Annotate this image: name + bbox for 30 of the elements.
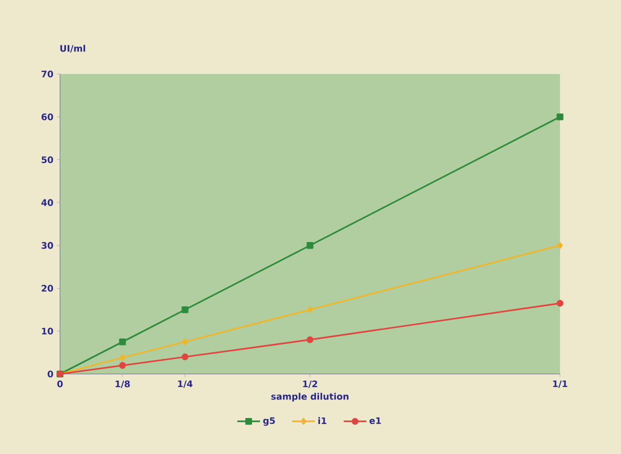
point — [182, 338, 188, 346]
y-tick-label: 0 — [48, 370, 54, 378]
y-tick-label: 70 — [42, 70, 54, 78]
point — [556, 300, 564, 307]
point — [120, 354, 126, 362]
y-tick-label: 20 — [42, 284, 54, 292]
x-tick-label: 1/8 — [116, 380, 130, 388]
point — [119, 362, 126, 369]
x-tick-label: 1/1 — [553, 380, 568, 388]
point — [557, 242, 563, 249]
point — [306, 336, 314, 344]
point — [182, 306, 188, 314]
point — [556, 113, 564, 120]
x-axis-title: sample dilution — [271, 392, 348, 402]
legend-label: g5 — [263, 417, 275, 426]
x-tick-label: 1/4 — [178, 380, 192, 388]
point — [182, 353, 188, 360]
y-axis-title: UI/ml — [60, 44, 86, 52]
point — [307, 306, 313, 314]
y-tick-label: 10 — [42, 328, 54, 335]
point — [306, 242, 314, 249]
y-tick-label: 50 — [42, 156, 54, 164]
y-tick-label: 40 — [41, 199, 54, 206]
legend-label: e1 — [370, 417, 381, 424]
point — [119, 338, 126, 346]
x-tick-label: 1/2 — [303, 380, 318, 388]
y-tick-label: 30 — [42, 242, 54, 249]
y-tick-label: 60 — [42, 113, 54, 120]
x-tick-label: 0 — [57, 380, 63, 388]
legend-label: i1 — [318, 417, 326, 424]
